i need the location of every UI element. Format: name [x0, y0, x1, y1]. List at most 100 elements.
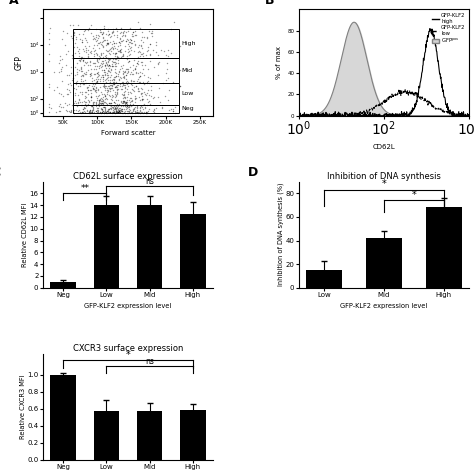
Point — [104, 39, 112, 47]
Point — [115, 107, 123, 114]
Point — [127, 64, 134, 71]
Point — [101, 86, 109, 94]
Point — [97, 50, 104, 58]
Point — [84, 96, 92, 104]
Point — [113, 85, 121, 92]
Point — [103, 74, 111, 82]
Point — [116, 47, 123, 55]
Point — [56, 100, 64, 108]
Point — [120, 97, 128, 105]
Point — [118, 106, 125, 113]
Point — [57, 56, 64, 64]
Point — [129, 86, 137, 94]
Point — [128, 78, 135, 85]
Point — [93, 106, 100, 114]
Point — [112, 91, 120, 99]
Point — [98, 109, 105, 117]
Bar — [180, 214, 206, 288]
Point — [169, 108, 177, 115]
Point — [119, 94, 127, 102]
Point — [113, 54, 121, 61]
Point — [112, 83, 120, 91]
Point — [123, 71, 130, 79]
Point — [100, 82, 108, 89]
Point — [128, 82, 136, 89]
Point — [127, 46, 135, 54]
Bar — [73, 58, 179, 83]
Point — [115, 55, 123, 62]
Point — [109, 103, 116, 110]
Point — [103, 40, 110, 47]
Point — [103, 60, 111, 68]
Point — [113, 69, 120, 77]
Point — [93, 70, 100, 77]
Point — [108, 96, 116, 104]
Point — [71, 100, 78, 107]
Point — [98, 100, 105, 107]
Point — [100, 99, 108, 106]
Point — [112, 105, 120, 113]
Text: High: High — [181, 41, 196, 46]
Point — [91, 87, 99, 95]
Point — [67, 109, 75, 116]
Point — [93, 73, 100, 81]
Point — [91, 35, 99, 43]
Point — [68, 76, 75, 84]
Point — [87, 96, 94, 104]
Point — [97, 28, 105, 36]
Point — [78, 53, 86, 61]
Point — [128, 68, 135, 76]
Point — [144, 77, 152, 85]
Point — [93, 41, 101, 48]
Point — [137, 50, 145, 58]
Point — [87, 89, 94, 97]
Point — [138, 28, 146, 36]
Point — [84, 66, 91, 74]
Point — [98, 109, 105, 117]
Point — [79, 79, 86, 87]
Point — [112, 59, 120, 67]
Point — [98, 106, 106, 113]
Point — [116, 73, 123, 81]
Point — [110, 108, 118, 115]
Point — [82, 46, 90, 54]
Point — [83, 107, 91, 115]
Point — [119, 100, 127, 107]
Point — [117, 85, 124, 92]
Point — [89, 106, 97, 114]
Point — [85, 109, 92, 117]
Point — [127, 79, 135, 87]
Point — [104, 107, 112, 115]
Point — [103, 108, 111, 115]
Point — [80, 54, 88, 62]
Point — [89, 98, 96, 106]
Point — [101, 106, 109, 113]
Point — [140, 71, 148, 78]
Point — [93, 51, 100, 58]
Point — [78, 90, 86, 98]
Point — [112, 39, 120, 46]
Point — [124, 108, 132, 115]
Point — [113, 46, 121, 53]
Point — [106, 108, 114, 116]
Point — [92, 78, 100, 86]
Point — [124, 53, 131, 60]
Point — [119, 67, 127, 75]
Point — [91, 46, 99, 54]
Point — [87, 109, 94, 116]
Point — [71, 90, 79, 97]
Point — [131, 66, 138, 73]
Point — [112, 109, 119, 116]
Point — [92, 49, 100, 57]
Point — [126, 25, 133, 32]
Point — [126, 88, 134, 96]
Point — [58, 35, 65, 43]
Point — [64, 29, 71, 37]
Point — [143, 79, 150, 86]
Point — [61, 41, 69, 48]
Point — [104, 101, 111, 109]
Point — [156, 99, 164, 106]
Point — [128, 101, 135, 109]
Point — [100, 25, 108, 32]
Point — [99, 28, 107, 36]
